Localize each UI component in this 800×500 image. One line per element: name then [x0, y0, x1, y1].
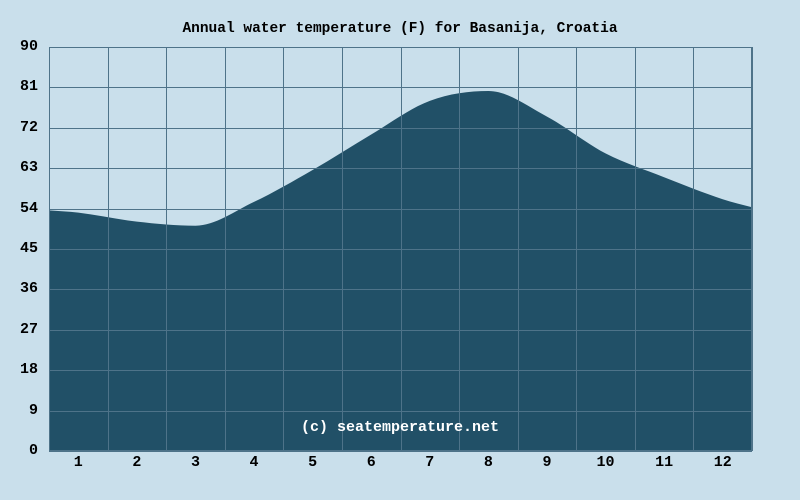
y-tick-label: 18	[19, 361, 38, 379]
y-tick-label: 27	[19, 320, 38, 338]
x-tick-label: 10	[596, 454, 615, 471]
x-tick-label: 2	[132, 454, 142, 471]
x-tick-label: 12	[713, 454, 732, 471]
x-tick-label: 4	[249, 454, 259, 471]
y-tick-label: 81	[19, 78, 38, 96]
watermark: (c) seatemperature.net	[300, 419, 500, 436]
x-tick-label: 8	[483, 454, 493, 471]
x-tick-label: 3	[190, 454, 200, 471]
plot-border	[49, 47, 752, 451]
x-tick-label: 6	[366, 454, 376, 471]
chart-title: Annual water temperature (F) for Basanij…	[182, 21, 618, 37]
y-tick-label: 36	[19, 280, 38, 298]
x-tick-label: 11	[655, 454, 674, 471]
x-tick-label: 1	[73, 454, 83, 471]
y-tick-label: 72	[19, 118, 38, 136]
x-tick-label: 9	[542, 454, 552, 471]
y-tick-label: 90	[19, 38, 38, 55]
y-tick-label: 63	[19, 159, 38, 177]
x-tick-label: 7	[425, 454, 435, 471]
y-tick-label: 45	[19, 240, 38, 257]
x-tick-label: 5	[308, 454, 318, 471]
y-tick-label: 54	[19, 199, 38, 217]
y-tick-label: 0	[28, 442, 38, 459]
y-tick-label: 9	[28, 401, 38, 419]
temperature-area-series	[49, 91, 752, 451]
